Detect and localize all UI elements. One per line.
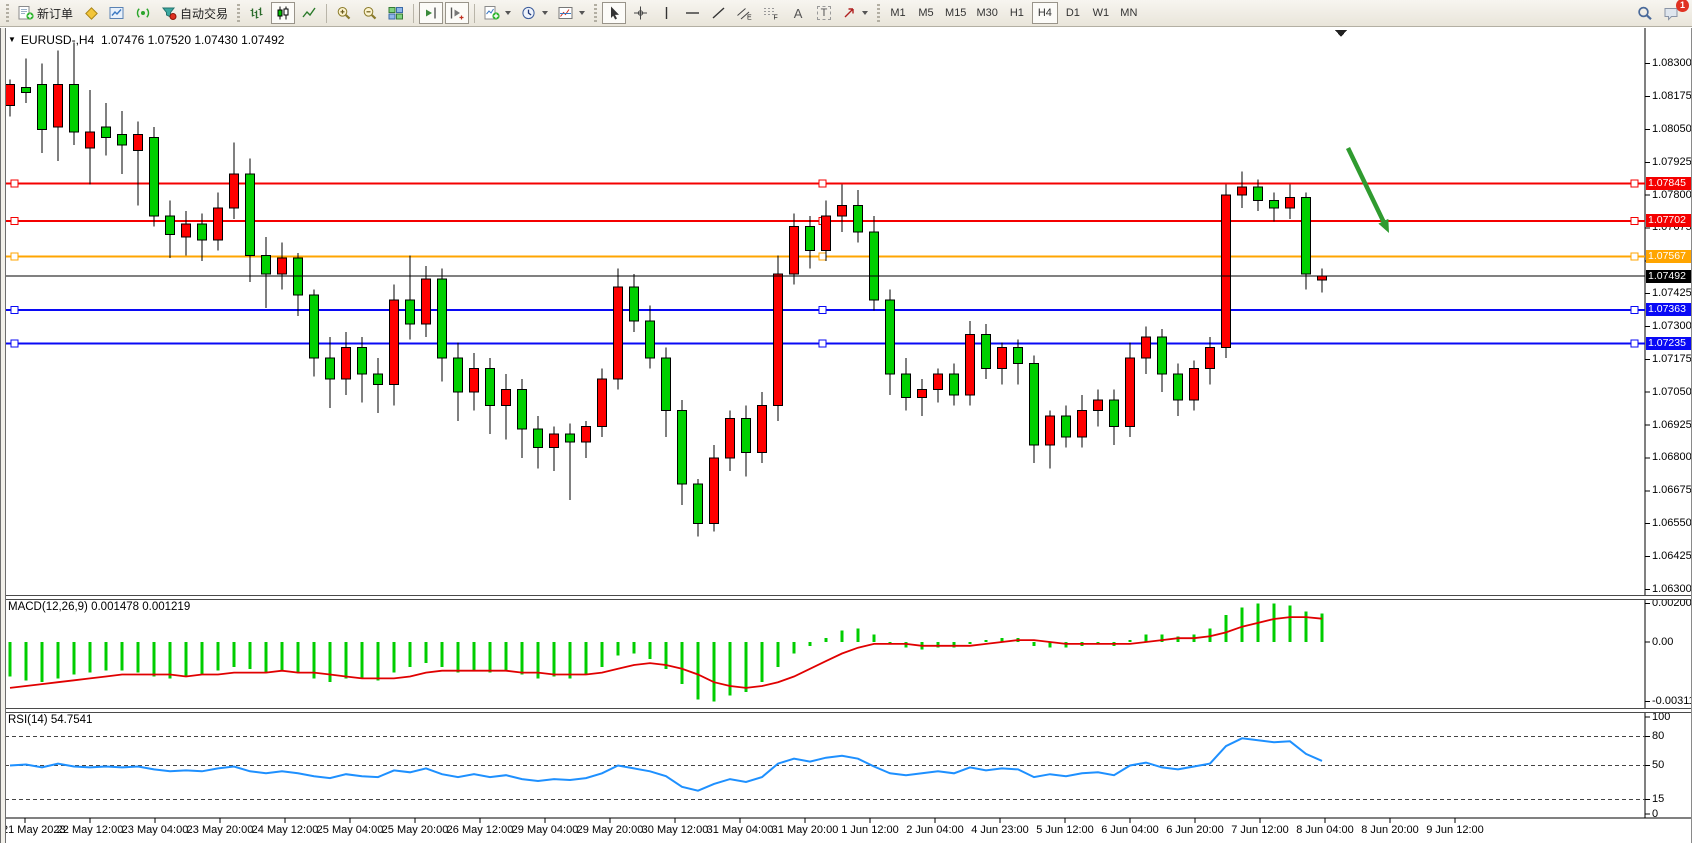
dropdown-arrow-icon [505, 11, 512, 15]
timeframe-button-M30[interactable]: M30 [972, 2, 1001, 24]
line-chart-icon [302, 7, 316, 18]
auto-trading-button[interactable]: 自动交易 [157, 2, 232, 24]
bar-chart-button[interactable] [245, 2, 269, 24]
new-order-button[interactable]: 新订单 [14, 2, 77, 24]
pane-divider[interactable] [0, 708, 1692, 713]
chart-window-button[interactable] [105, 2, 129, 24]
toolbar-separator [326, 3, 328, 23]
market-watch-button[interactable] [79, 2, 103, 24]
chart-window-icon [109, 7, 124, 19]
dropdown-arrow-icon [579, 11, 586, 15]
tile-windows-button[interactable] [384, 2, 408, 24]
text-label-icon: T [816, 6, 832, 20]
timeframe-button-M1[interactable]: M1 [885, 2, 911, 24]
zoom-out-button[interactable] [358, 2, 382, 24]
auto-trading-label: 自动交易 [180, 6, 229, 21]
auto-trading-icon [161, 7, 177, 20]
chart-region: ▼ EURUSD-,H4 1.07476 1.07520 1.07430 1.07… [0, 28, 1692, 843]
yellow-cube-icon [84, 7, 98, 20]
vertical-line-button[interactable] [654, 2, 678, 24]
text-button[interactable]: A [786, 2, 810, 24]
svg-text:F: F [774, 15, 778, 21]
cursor-button[interactable] [602, 2, 627, 24]
tile-windows-icon [388, 7, 404, 20]
signal-button[interactable] [131, 2, 155, 24]
auto-scroll-button[interactable] [419, 2, 444, 24]
timeframe-button-H4[interactable]: H4 [1031, 2, 1058, 24]
channel-icon: E [737, 8, 752, 21]
clock-icon [522, 6, 535, 20]
horizontal-line-button[interactable] [680, 2, 704, 24]
arrow-object-icon [844, 8, 854, 18]
toolbar-separator [413, 3, 415, 23]
fibonacci-button[interactable]: F [759, 2, 784, 24]
indicators-icon [484, 6, 500, 20]
zoom-in-button[interactable] [332, 2, 356, 24]
chart-canvas[interactable] [0, 28, 1692, 843]
timeframe-button-W1[interactable]: W1 [1088, 2, 1114, 24]
timeframe-button-M5[interactable]: M5 [913, 2, 939, 24]
bar-chart-icon [250, 7, 263, 19]
toolbar-grip[interactable] [877, 3, 881, 23]
search-button[interactable] [1633, 2, 1657, 24]
text-label-button[interactable]: T [812, 2, 836, 24]
timeframe-button-MN[interactable]: MN [1116, 2, 1142, 24]
price-axis[interactable] [1646, 28, 1692, 818]
text-a-icon: A [793, 5, 803, 21]
zoom-out-icon [363, 7, 377, 20]
pane-divider[interactable] [0, 595, 1692, 600]
templates-button[interactable] [554, 2, 589, 24]
time-axis[interactable] [0, 818, 1645, 843]
trendline-icon [712, 7, 725, 19]
trendline-button[interactable] [706, 2, 730, 24]
main-toolbar: 新订单 自动交易 [0, 0, 1692, 27]
signal-icon [136, 8, 150, 18]
window-left-edge [0, 28, 6, 843]
crosshair-button[interactable] [628, 2, 652, 24]
cursor-icon [610, 6, 619, 20]
candlestick-chart-icon [277, 6, 289, 20]
line-chart-button[interactable] [297, 2, 321, 24]
timeframe-button-M15[interactable]: M15 [941, 2, 970, 24]
periods-button[interactable] [517, 2, 552, 24]
candlestick-chart-button[interactable] [271, 2, 296, 24]
search-icon [1638, 6, 1652, 20]
zoom-in-icon [337, 7, 351, 20]
dropdown-arrow-icon [542, 11, 549, 15]
notification-badge: 1 [1676, 0, 1689, 12]
new-order-icon [18, 6, 34, 20]
toolbar-grip[interactable] [237, 3, 241, 23]
svg-text:E: E [747, 15, 752, 21]
timeframe-button-H1[interactable]: H1 [1004, 2, 1030, 24]
notifications-button[interactable]: 1 [1659, 0, 1689, 24]
toolbar-grip[interactable] [6, 3, 9, 23]
toolbar-separator [474, 3, 476, 23]
indicators-button[interactable] [480, 2, 515, 24]
vertical-line-icon [665, 7, 667, 19]
horizontal-line-icon [685, 12, 699, 14]
timeframe-toolbar: M1 M5 M15 M30 H1 H4 D1 W1 MN [884, 2, 1143, 24]
template-icon [558, 7, 573, 19]
fibonacci-icon: F [764, 8, 778, 21]
new-order-label: 新订单 [37, 6, 74, 21]
timeframe-button-D1[interactable]: D1 [1060, 2, 1086, 24]
arrows-button[interactable] [838, 2, 872, 24]
crosshair-icon [633, 6, 647, 20]
chart-shift-icon [450, 7, 464, 20]
annotation-arrow[interactable] [1378, 218, 1389, 233]
toolbar-grip[interactable] [594, 3, 598, 23]
dropdown-arrow-icon [862, 11, 869, 15]
equidistant-channel-button[interactable]: E [732, 2, 757, 24]
auto-scroll-icon [426, 7, 436, 19]
chart-shift-button[interactable] [445, 2, 470, 24]
